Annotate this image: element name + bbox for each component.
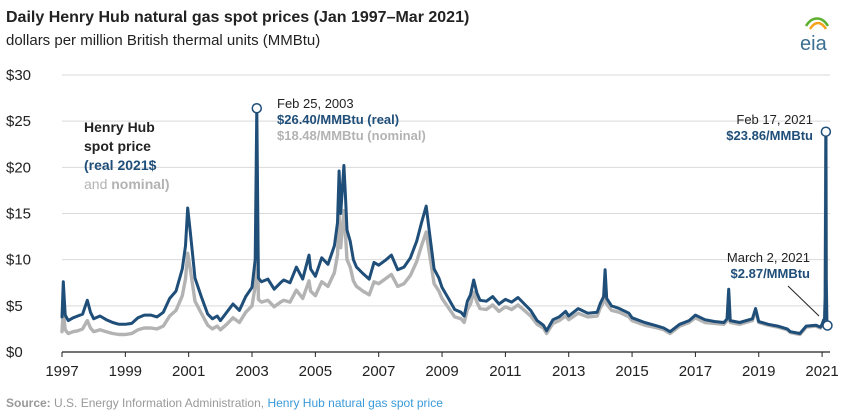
y-tick-label: $25 [6, 113, 31, 130]
x-tick-label: 2005 [299, 363, 332, 380]
y-tick-label: $20 [6, 159, 31, 176]
y-tick-label: $30 [6, 67, 31, 84]
legend-real-label: (real 2021$ [84, 157, 157, 173]
series-lines [60, 106, 830, 337]
source-line: Source: U.S. Energy Information Administ… [6, 396, 443, 410]
annotation-mar-2021: March 2, 2021 $2.87/MMBtu [727, 250, 820, 317]
x-tick-label: 1997 [45, 363, 78, 380]
x-tick-label: 2009 [425, 363, 458, 380]
highlight-marker-mar-2021 [822, 320, 833, 331]
highlight-marker-feb-2021 [820, 126, 832, 137]
x-tick-label: 2019 [742, 363, 775, 380]
annotation-feb-2003: Feb 25, 2003 $26.40/MMBtu (real) $18.48/… [277, 96, 426, 143]
highlight-markers [251, 102, 833, 331]
y-tick-label: $15 [6, 206, 31, 223]
x-tick-label: 2001 [172, 363, 205, 380]
legend-title-line2: spot price [84, 138, 151, 154]
x-tick-label: 1999 [109, 363, 142, 380]
annotation-mar-2021-price: $2.87/MMBtu [731, 266, 811, 281]
legend: Henry Hub spot price (real 2021$ and nom… [84, 119, 170, 192]
chart-subtitle: dollars per million British thermal unit… [6, 32, 320, 49]
legend-title-line1: Henry Hub [84, 119, 155, 135]
annotation-mar-2021-date: March 2, 2021 [727, 250, 810, 265]
source-label: Source: [6, 396, 51, 410]
legend-nominal-prefix: and [84, 176, 111, 192]
x-tick-label: 2011 [489, 363, 521, 380]
x-axis-ticks: 1997 1999 2001 2003 2005 2007 2009 2011 2013 2015… [45, 352, 839, 380]
eia-logo-icon: eia [800, 17, 830, 55]
y-tick-label: $0 [6, 344, 23, 361]
legend-nominal-label: and nominal) [84, 176, 170, 192]
y-axis-ticks: $0 $5 $10 $15 $20 $25 $30 [6, 67, 31, 361]
series-real-line [60, 106, 829, 335]
annotation-feb-2003-real: $26.40/MMBtu (real) [277, 112, 399, 127]
annotation-feb-2021-date: Feb 17, 2021 [736, 112, 813, 127]
logo-arc-green [804, 17, 830, 27]
x-tick-label: 2017 [679, 363, 712, 380]
y-tick-label: $10 [6, 252, 31, 269]
annotation-mar-2021-leader-line [787, 285, 820, 317]
x-tick-label: 2015 [615, 363, 648, 380]
annotation-feb-2021-price: $23.86/MMBtu [726, 128, 813, 143]
source-link[interactable]: Henry Hub natural gas spot price [267, 396, 443, 410]
x-tick-label: 2021 [805, 363, 838, 380]
x-tick-label: 2003 [235, 363, 268, 380]
annotation-feb-2003-date: Feb 25, 2003 [277, 96, 354, 111]
series-nominal-line [60, 133, 830, 337]
annotation-feb-2021: Feb 17, 2021 $23.86/MMBtu [726, 112, 813, 143]
annotation-feb-2003-nominal: $18.48/MMBtu (nominal) [277, 128, 426, 143]
logo-arc-orange [808, 21, 828, 30]
logo-text: eia [800, 33, 828, 55]
legend-nominal-word: nominal) [111, 176, 169, 192]
x-tick-label: 2007 [362, 363, 395, 380]
chart-title: Daily Henry Hub natural gas spot prices … [6, 9, 469, 26]
source-text: U.S. Energy Information Administration, [51, 396, 268, 410]
highlight-marker-feb-2003 [251, 102, 263, 114]
x-tick-label: 2013 [552, 363, 585, 380]
y-tick-label: $5 [6, 298, 23, 315]
